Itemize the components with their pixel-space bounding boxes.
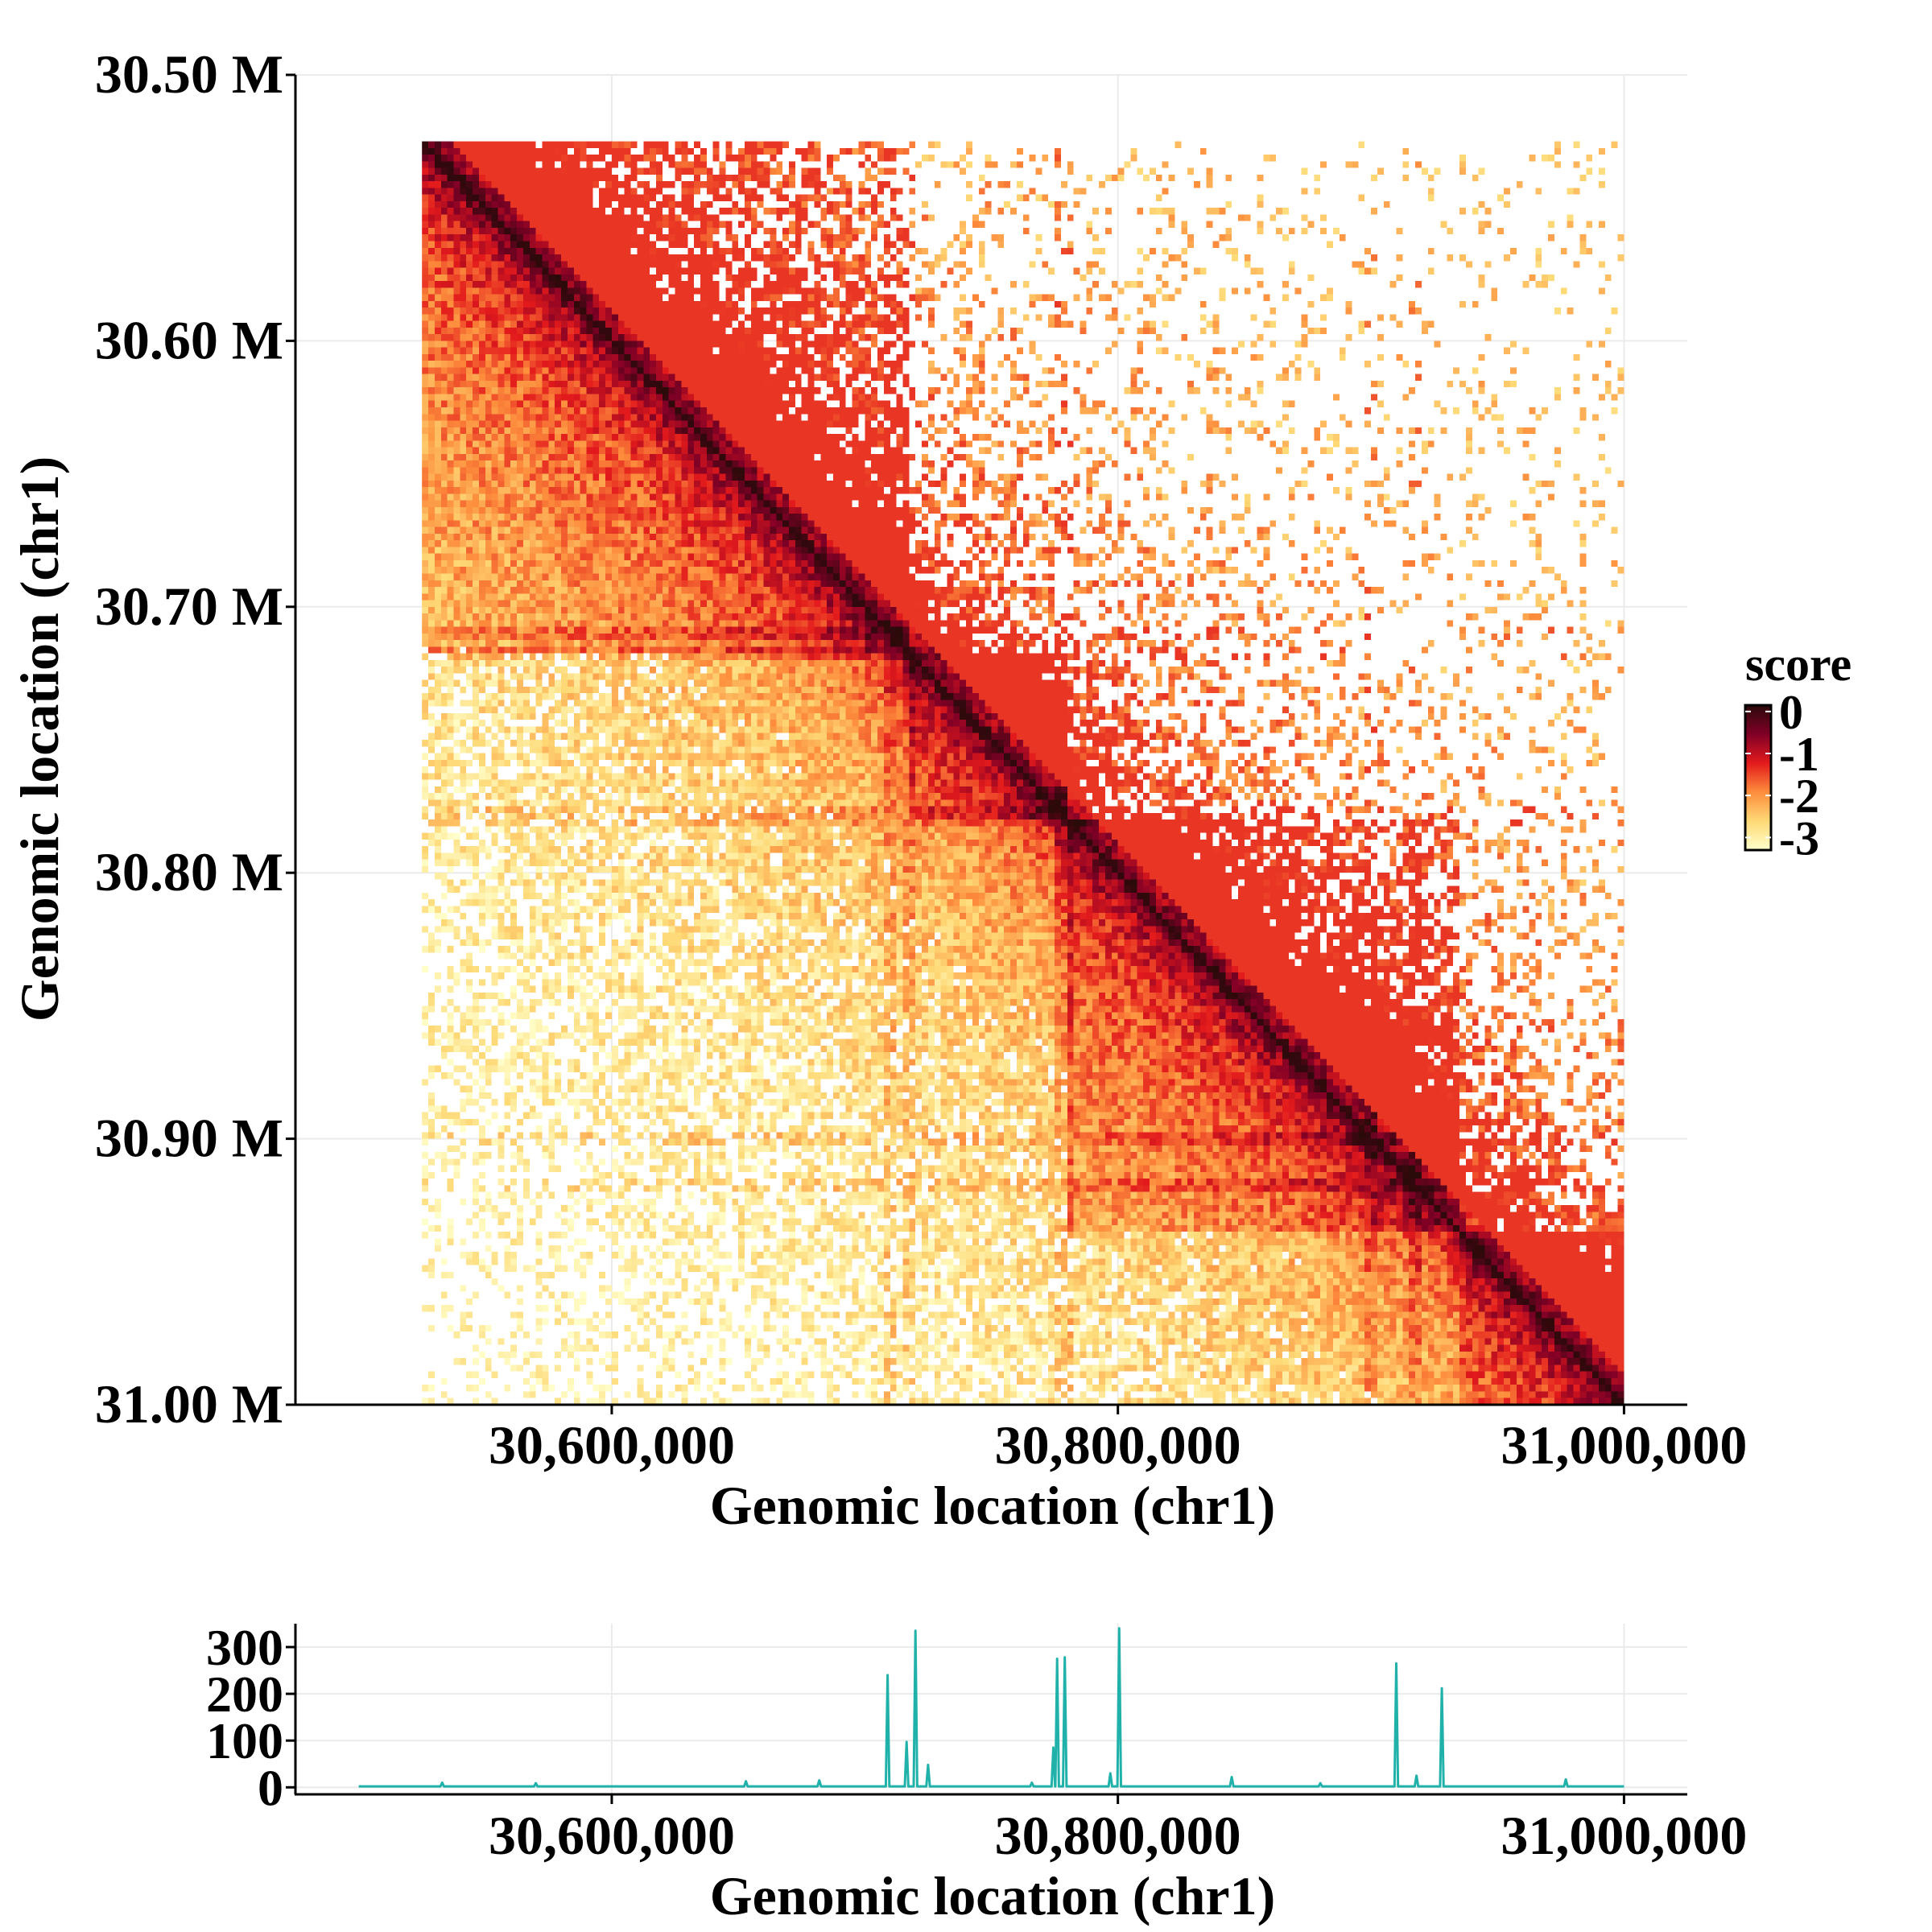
- heatmap-panel: 30,600,000 30,800,000 31,000,000 30.50 M30…: [9, 43, 1747, 1536]
- legend-tick-label: -3: [1779, 811, 1819, 865]
- track-y-tick-label: 100: [206, 1712, 283, 1769]
- track-x-axis-title: Genomic location (chr1): [710, 1865, 1276, 1926]
- heatmap-y-tick-label: 30.90 M: [95, 1108, 283, 1169]
- heatmap-y-tick-label: 30.70 M: [95, 576, 283, 637]
- heatmap-y-axis-title: Genomic location (chr1): [9, 456, 70, 1022]
- heatmap-y-tick-label: 31.00 M: [95, 1373, 283, 1435]
- legend-tick-label: -1: [1779, 728, 1819, 781]
- heatmap-x-axis-title: Genomic location (chr1): [710, 1475, 1276, 1536]
- track-x-tick-label: 30,600,000: [489, 1805, 735, 1866]
- legend-tick-label: 0: [1779, 686, 1803, 739]
- track-x-ticks: 30,600,000 30,800,000 31,000,000: [489, 1794, 1747, 1866]
- track-x-tick-label: 31,000,000: [1501, 1805, 1747, 1866]
- track-x-tick-label: 30,800,000: [995, 1805, 1241, 1866]
- track-y-tick-label: 0: [258, 1759, 283, 1816]
- coverage-track-panel: 30,600,000 30,800,000 31,000,000 010020030…: [206, 1619, 1747, 1926]
- heatmap-x-tick-label: 30,600,000: [489, 1414, 735, 1476]
- heatmap-x-tick-label: 31,000,000: [1501, 1414, 1747, 1476]
- heatmap-cells: [422, 141, 1624, 1406]
- heatmap-y-tick-label: 30.80 M: [95, 841, 283, 902]
- legend-ticks: 0-1-2-3: [1745, 686, 1819, 865]
- legend-title: score: [1745, 638, 1852, 691]
- heatmap-y-ticks: 30.50 M 30.60 M 30.70 M 30.80 M 30.90 M 31.00…: [95, 43, 295, 1435]
- color-legend: score 0-1-2-3: [1744, 638, 1852, 865]
- track-y-tick-label: 200: [206, 1666, 283, 1723]
- legend-colorbar: [1744, 704, 1773, 852]
- legend-tick-label: -2: [1779, 770, 1819, 823]
- track-y-tick-label: 300: [206, 1619, 283, 1676]
- heatmap-y-tick-label: 30.60 M: [95, 309, 283, 370]
- coverage-line: [358, 1627, 1624, 1788]
- heatmap-y-tick-label: 30.50 M: [95, 43, 283, 105]
- heatmap-x-tick-label: 30,800,000: [995, 1414, 1241, 1476]
- heatmap-x-ticks: 30,600,000 30,800,000 31,000,000: [489, 1405, 1747, 1476]
